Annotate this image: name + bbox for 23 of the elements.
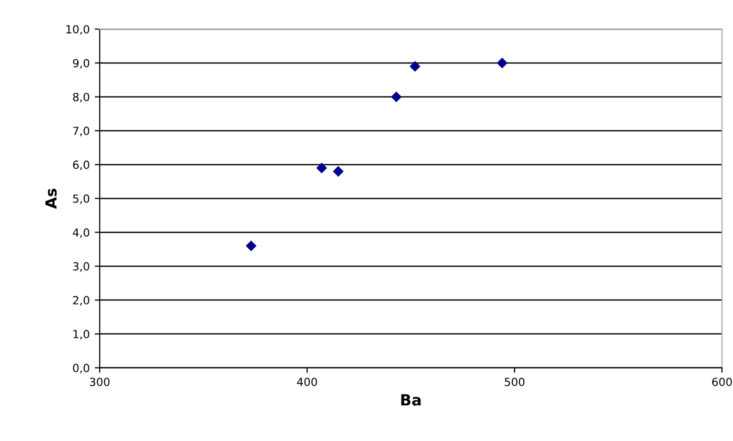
x-tick-label: 600 <box>712 378 732 386</box>
y-axis-title: As <box>45 188 57 209</box>
x-tick-label: 400 <box>297 378 317 386</box>
y-tick-label: 4,0 <box>72 228 90 238</box>
y-tick-label: 10,0 <box>66 25 90 35</box>
y-tick-label: 7,0 <box>73 126 90 136</box>
x-tick-label: 500 <box>504 378 524 386</box>
point <box>246 240 256 252</box>
y-tick-label: 8,0 <box>73 92 90 102</box>
y-tick-label: 2,0 <box>73 296 90 306</box>
y-tick-label: 0,0 <box>73 364 90 374</box>
x-tick-label: 300 <box>90 378 110 386</box>
point <box>390 91 402 102</box>
point <box>496 58 508 68</box>
point <box>332 166 344 177</box>
y-tick-label: 1,0 <box>74 330 90 340</box>
y-tick-label: 3,0 <box>73 262 90 272</box>
x-axis-title: Ba <box>401 394 421 406</box>
y-tick-label: 6,0 <box>73 160 90 170</box>
y-tick-label: 5,0 <box>73 194 90 204</box>
point <box>316 162 328 174</box>
point <box>410 60 420 72</box>
y-tick-label: 9,0 <box>72 58 90 68</box>
